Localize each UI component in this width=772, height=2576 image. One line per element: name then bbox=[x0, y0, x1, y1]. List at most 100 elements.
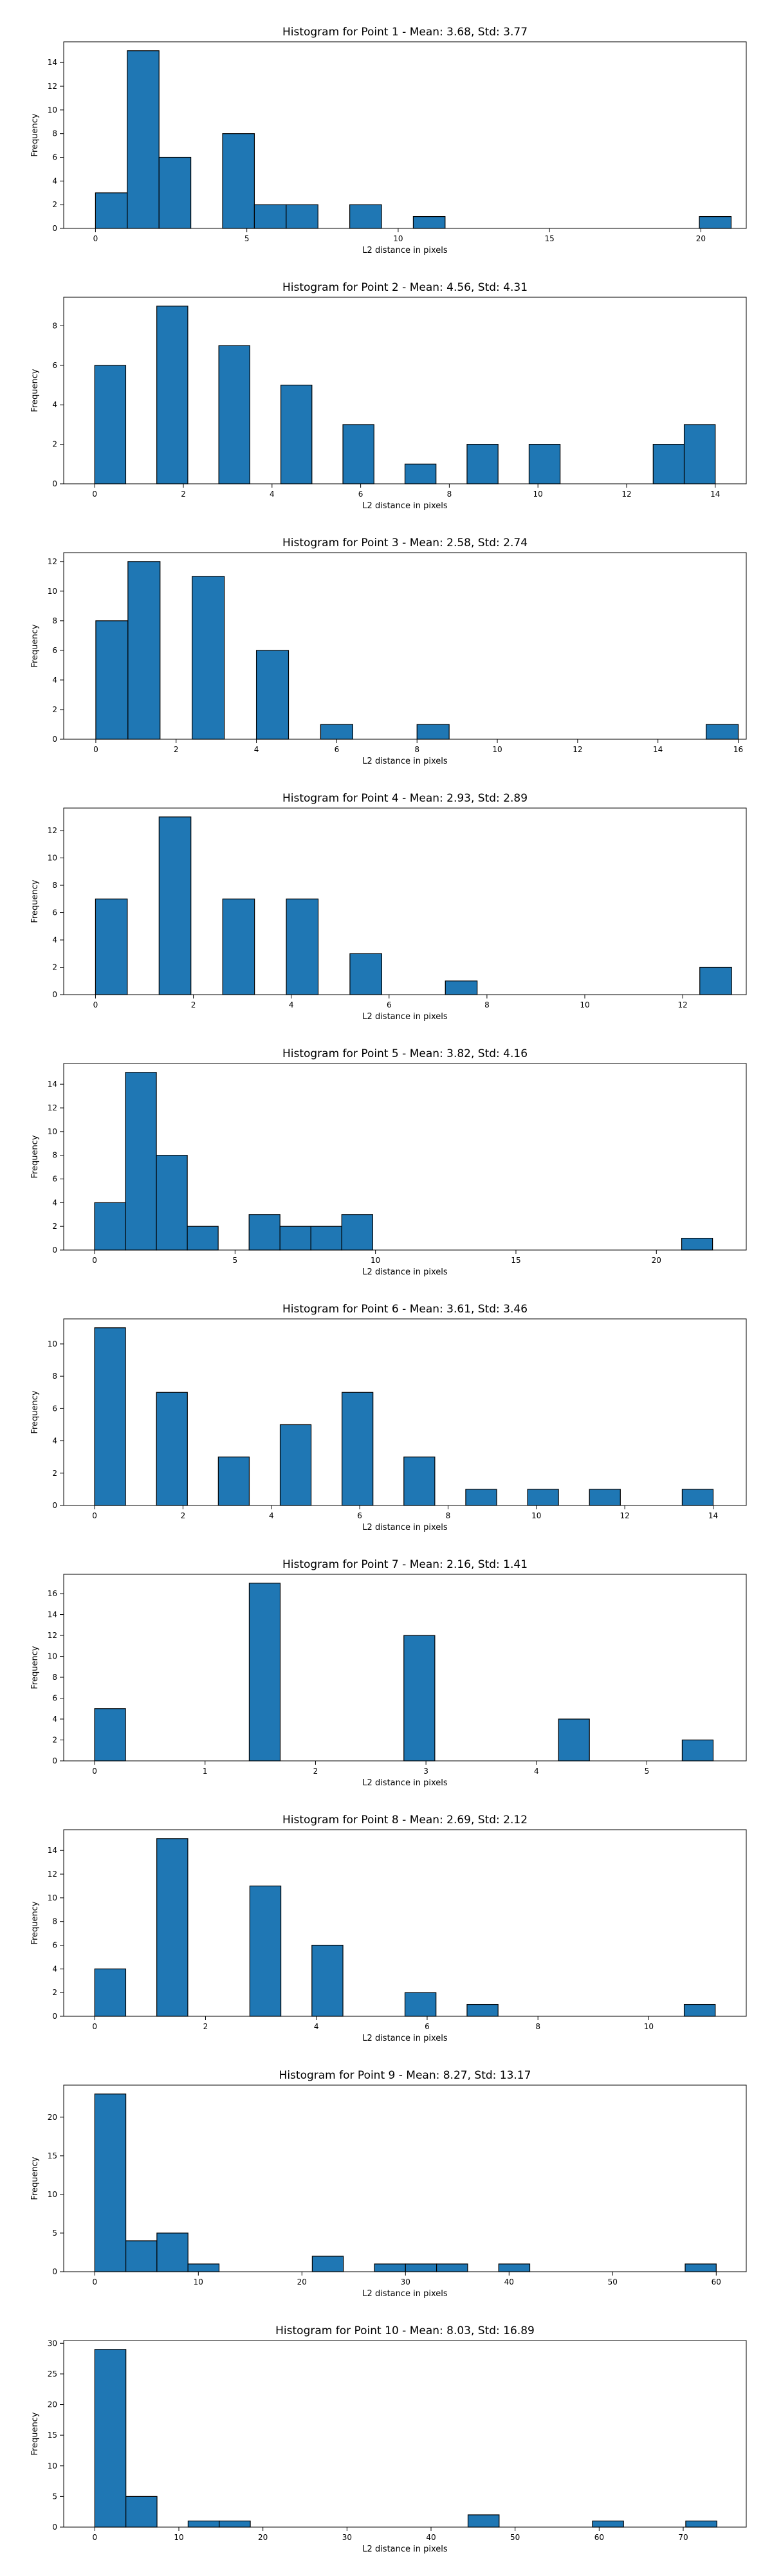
x-tick-label: 20 bbox=[652, 1256, 661, 1265]
y-tick-label: 10 bbox=[48, 587, 57, 596]
y-tick-label: 10 bbox=[48, 1652, 57, 1661]
x-tick-label: 8 bbox=[535, 2022, 540, 2031]
y-tick-label: 8 bbox=[52, 321, 57, 330]
x-tick-label: 12 bbox=[621, 490, 631, 499]
histogram-bar bbox=[94, 365, 127, 484]
x-tick-label: 10 bbox=[492, 745, 502, 754]
histogram-bar bbox=[349, 204, 382, 229]
x-axis-label: L2 distance in pixels bbox=[362, 1267, 448, 1277]
y-tick-label: 8 bbox=[52, 1372, 57, 1381]
histogram-bar bbox=[311, 1944, 344, 2017]
histogram-bar bbox=[310, 1226, 342, 1251]
histogram-bar bbox=[222, 898, 255, 995]
x-tick-label: 4 bbox=[270, 490, 275, 499]
chart-title: Histogram for Point 2 - Mean: 4.56, Std:… bbox=[282, 281, 528, 294]
histogram-chart-8: Histogram for Point 8 - Mean: 2.69, Std:… bbox=[30, 1814, 747, 2043]
y-axis-label: Frequency bbox=[30, 2157, 40, 2200]
x-tick-label: 40 bbox=[426, 2533, 436, 2542]
bars bbox=[95, 50, 732, 229]
chart-title: Histogram for Point 8 - Mean: 2.69, Std:… bbox=[282, 1814, 528, 1826]
x-tick-label: 14 bbox=[653, 745, 663, 754]
x-axis-label: L2 distance in pixels bbox=[362, 2289, 448, 2299]
x-tick-label: 20 bbox=[297, 2277, 307, 2286]
y-tick-label: 0 bbox=[52, 735, 57, 744]
histogram-bar bbox=[187, 2520, 220, 2528]
y-tick-label: 0 bbox=[52, 2012, 57, 2021]
x-tick-label: 1 bbox=[203, 1767, 208, 1776]
y-tick-label: 8 bbox=[52, 129, 57, 138]
histogram-bar bbox=[286, 898, 319, 995]
x-tick-label: 8 bbox=[446, 1511, 451, 1520]
histogram-bar bbox=[192, 576, 225, 740]
x-tick-label: 12 bbox=[620, 1511, 630, 1520]
histogram-bar bbox=[527, 1489, 559, 1506]
x-tick-label: 2 bbox=[313, 1767, 318, 1776]
histogram-chart-3: Histogram for Point 3 - Mean: 2.58, Std:… bbox=[30, 537, 747, 766]
y-tick-label: 8 bbox=[52, 1673, 57, 1682]
x-tick-label: 0 bbox=[92, 2022, 97, 2031]
y-tick-label: 16 bbox=[48, 1589, 57, 1598]
y-tick-label: 6 bbox=[52, 361, 57, 370]
y-tick-label: 6 bbox=[52, 1404, 57, 1413]
x-tick-label: 6 bbox=[358, 490, 363, 499]
x-tick-label: 8 bbox=[414, 745, 419, 754]
x-axis-label: L2 distance in pixels bbox=[362, 1523, 448, 1532]
x-tick-label: 70 bbox=[678, 2533, 688, 2542]
x-tick-label: 2 bbox=[181, 1511, 186, 1520]
x-tick-label: 6 bbox=[387, 1000, 392, 1009]
histogram-bar bbox=[94, 1708, 126, 1762]
y-tick-label: 14 bbox=[48, 1846, 57, 1855]
x-tick-label: 20 bbox=[258, 2533, 268, 2542]
histogram-bar bbox=[94, 1202, 126, 1251]
x-axis-label: L2 distance in pixels bbox=[362, 1778, 448, 1788]
y-axis-label: Frequency bbox=[30, 1390, 40, 1433]
histogram-bar bbox=[249, 1885, 282, 2017]
histogram-bar bbox=[255, 650, 290, 740]
histogram-bar bbox=[158, 816, 192, 995]
y-tick-label: 4 bbox=[52, 400, 57, 409]
histogram-chart-2: Histogram for Point 2 - Mean: 4.56, Std:… bbox=[30, 281, 747, 511]
axes-frame bbox=[63, 1318, 747, 1506]
y-axis-label: Frequency bbox=[30, 1646, 40, 1689]
y-tick-label: 2 bbox=[52, 440, 57, 449]
histogram-bar bbox=[218, 345, 250, 484]
x-tick-label: 14 bbox=[708, 1511, 718, 1520]
histogram-bar bbox=[311, 2256, 344, 2272]
y-tick-label: 6 bbox=[52, 1694, 57, 1703]
histogram-bar bbox=[528, 444, 561, 484]
histogram-bar bbox=[467, 2514, 500, 2528]
histogram-chart-5: Histogram for Point 5 - Mean: 3.82, Std:… bbox=[30, 1047, 747, 1277]
histogram-bar bbox=[699, 966, 732, 995]
histogram-bar bbox=[94, 1327, 126, 1506]
y-tick-label: 12 bbox=[48, 557, 57, 566]
axes-frame bbox=[63, 2340, 747, 2528]
histogram-bar bbox=[125, 2496, 158, 2528]
y-axis-label: Frequency bbox=[30, 369, 40, 412]
histogram-bar bbox=[465, 1489, 497, 1506]
y-tick-label: 6 bbox=[52, 1941, 57, 1950]
histogram-bar bbox=[95, 898, 128, 995]
bars bbox=[95, 561, 739, 740]
histogram-bar bbox=[683, 424, 716, 484]
histogram-bar bbox=[219, 2520, 251, 2528]
y-tick-label: 0 bbox=[52, 2523, 57, 2532]
x-tick-label: 10 bbox=[194, 2277, 203, 2286]
y-tick-label: 4 bbox=[52, 1198, 57, 1207]
bars bbox=[94, 1072, 713, 1251]
histogram-bar bbox=[498, 2263, 531, 2272]
x-tick-label: 4 bbox=[534, 1767, 539, 1776]
histogram-chart-9: Histogram for Point 9 - Mean: 8.27, Std:… bbox=[30, 2069, 747, 2299]
y-tick-label: 20 bbox=[48, 2113, 57, 2122]
histogram-bar bbox=[589, 1489, 621, 1506]
y-tick-label: 2 bbox=[52, 1222, 57, 1231]
bars bbox=[94, 306, 716, 484]
histogram-bar bbox=[279, 1226, 311, 1251]
y-tick-label: 10 bbox=[48, 2190, 57, 2199]
histogram-chart-4: Histogram for Point 4 - Mean: 2.93, Std:… bbox=[30, 792, 747, 1022]
histogram-chart-6: Histogram for Point 6 - Mean: 3.61, Std:… bbox=[30, 1303, 747, 1532]
histogram-bar bbox=[286, 204, 318, 229]
y-tick-label: 14 bbox=[48, 1610, 57, 1619]
y-axis-label: Frequency bbox=[30, 1901, 40, 1944]
x-tick-label: 0 bbox=[93, 2533, 98, 2542]
